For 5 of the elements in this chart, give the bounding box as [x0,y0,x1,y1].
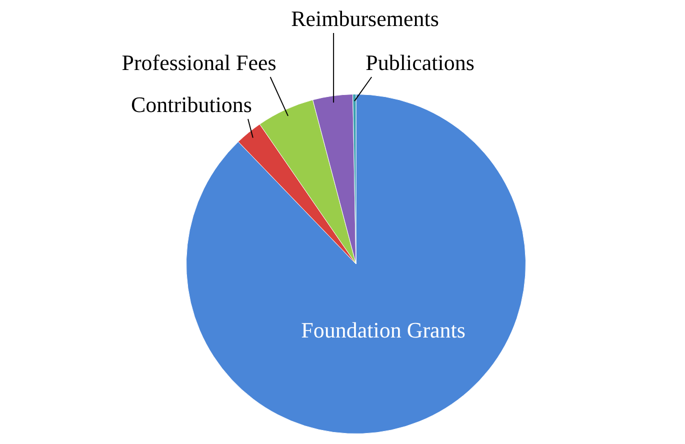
slice-label: Professional Fees [122,50,276,75]
slice-label: Publications [366,50,474,75]
slice-label: Foundation Grants [301,317,466,342]
slice-label: Reimbursements [291,6,439,31]
slice-label: Contributions [130,92,252,117]
